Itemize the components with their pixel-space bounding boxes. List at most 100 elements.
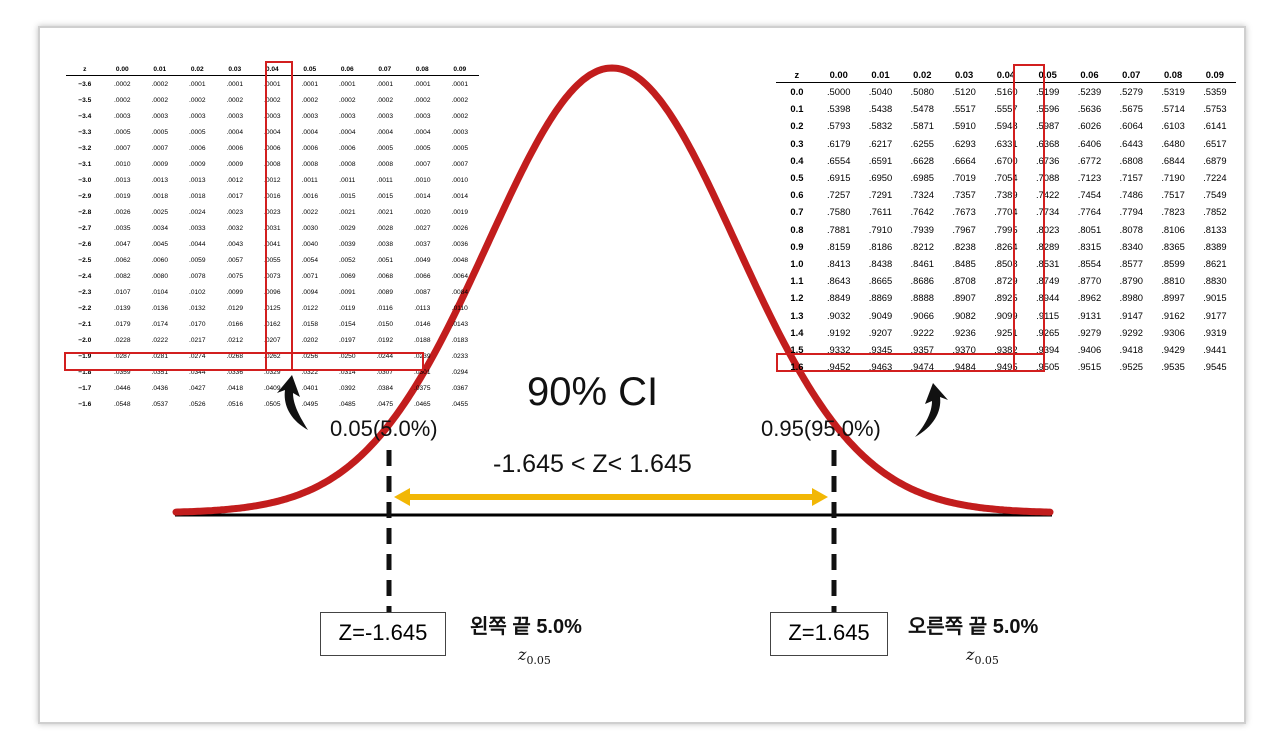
- z-value-cell: 0.6: [790, 189, 804, 201]
- probability-cell: .0008: [263, 160, 281, 168]
- probability-cell: .5636: [1077, 103, 1102, 115]
- probability-cell: .0007: [451, 160, 468, 168]
- table-row: −1.9 .0287 .0281 .0274 .0268 .0262 .0256 .0250.…: [66, 349, 479, 365]
- probability-cell: .8962: [1077, 292, 1102, 304]
- probability-cell: .9525: [1119, 361, 1143, 373]
- probability-cell: .5596: [1035, 103, 1060, 115]
- probability-cell: .6950: [868, 172, 893, 184]
- probability-cell: .0051: [376, 257, 393, 265]
- probability-cell: .0392: [338, 385, 356, 393]
- probability-cell: .5359: [1203, 86, 1227, 98]
- table-row: −1.6 .0548 .0537 .0526 .0516 .0505 .0495 .0485.…: [66, 397, 479, 413]
- probability-cell: .0233: [451, 353, 468, 361]
- table-row: 0.7 .7580 .7611 .7642 .7673 .7704 .7734 .7764 .7…: [776, 203, 1236, 220]
- probability-cell: .8461: [910, 257, 935, 269]
- probability-cell: .6141: [1203, 120, 1227, 132]
- z-value-cell: 0.4: [790, 154, 804, 166]
- probability-cell: .9099: [994, 309, 1018, 321]
- probability-cell: .0006: [226, 144, 243, 152]
- probability-cell: .0034: [151, 224, 168, 232]
- probability-cell: .5910: [952, 120, 976, 132]
- table-row: −2.8 .0026 .0025 .0024 .0023 .0023 .0022 .0021.…: [66, 204, 479, 220]
- probability-cell: .0139: [113, 305, 131, 313]
- probability-cell: .0197: [338, 337, 356, 345]
- probability-cell: .7324: [910, 189, 935, 201]
- probability-cell: .0217: [188, 337, 206, 345]
- probability-cell: .0150: [376, 321, 393, 329]
- probability-cell: .6255: [910, 137, 935, 149]
- probability-cell: .5871: [910, 120, 935, 132]
- probability-cell: .0062: [113, 257, 131, 265]
- probability-cell: .5199: [1035, 86, 1060, 98]
- probability-cell: .9357: [910, 343, 935, 355]
- probability-cell: .0002: [263, 96, 281, 104]
- bell-curve: [172, 64, 1054, 516]
- probability-cell: .5793: [826, 120, 851, 132]
- probability-cell: .8944: [1035, 292, 1060, 304]
- probability-cell: .5438: [868, 103, 893, 115]
- probability-cell: .8531: [1035, 257, 1060, 269]
- probability-cell: .5714: [1161, 103, 1185, 115]
- table-row: −3.3 .0005 .0005 .0005 .0004 .0004 .0004 .0004.…: [66, 124, 479, 140]
- probability-cell: .8686: [910, 275, 935, 287]
- probability-cell: .0004: [338, 128, 356, 136]
- probability-cell: .0002: [338, 96, 356, 104]
- probability-cell: .0005: [151, 128, 168, 136]
- probability-cell: .0015: [338, 192, 356, 200]
- probability-cell: .8438: [868, 257, 893, 269]
- probability-cell: .0021: [338, 208, 356, 216]
- probability-cell: .0003: [263, 112, 281, 120]
- probability-cell: .8577: [1119, 257, 1143, 269]
- right-tail-probability: 0.95(95.0%): [761, 416, 881, 441]
- probability-cell: .7939: [910, 223, 935, 235]
- probability-cell: .5080: [910, 86, 935, 98]
- probability-cell: .0192: [376, 337, 393, 345]
- probability-cell: .5120: [952, 86, 976, 98]
- column-header: 0.02: [901, 66, 944, 83]
- probability-cell: .0082: [113, 273, 131, 281]
- probability-cell: .0002: [451, 112, 468, 120]
- probability-cell: .0091: [338, 289, 356, 297]
- probability-cell: .9306: [1161, 326, 1185, 338]
- probability-cell: .6103: [1161, 120, 1185, 132]
- table-row: 0.4 .6554 .6591 .6628 .6664 .6700 .6736 .6772 .6…: [776, 152, 1236, 169]
- probability-cell: .0018: [151, 192, 168, 200]
- probability-cell: .8869: [868, 292, 893, 304]
- z-value-cell: 1.5: [790, 343, 804, 355]
- probability-cell: .0054: [301, 257, 318, 265]
- range-arrow-head-right: [812, 488, 828, 506]
- probability-cell: .0287: [113, 353, 131, 361]
- probability-cell: .9292: [1119, 326, 1143, 338]
- probability-cell: .9049: [868, 309, 893, 321]
- probability-cell: .6591: [868, 154, 893, 166]
- z-value-cell: 0.5: [790, 172, 804, 184]
- probability-cell: .0002: [113, 96, 131, 104]
- probability-cell: .0022: [301, 208, 318, 216]
- probability-cell: .5478: [910, 103, 935, 115]
- probability-cell: .5517: [952, 103, 976, 115]
- probability-cell: .0003: [413, 112, 431, 120]
- probability-cell: .0041: [263, 240, 281, 248]
- right-tail-caption: 오른쪽 끝 5.0%: [908, 616, 1039, 638]
- probability-cell: .5557: [994, 103, 1018, 115]
- probability-cell: .5279: [1119, 86, 1143, 98]
- probability-cell: .7019: [952, 172, 976, 184]
- probability-cell: .7357: [952, 189, 976, 201]
- probability-cell: .7157: [1119, 172, 1143, 184]
- probability-cell: .7794: [1119, 206, 1143, 218]
- probability-cell: .7823: [1161, 206, 1185, 218]
- probability-cell: .0004: [376, 128, 393, 136]
- probability-cell: .9495: [994, 361, 1018, 373]
- probability-cell: .6064: [1119, 120, 1143, 132]
- probability-cell: .0023: [263, 208, 281, 216]
- probability-cell: .0495: [301, 401, 318, 409]
- probability-cell: .0003: [451, 128, 468, 136]
- column-header: 0.07: [1110, 66, 1153, 83]
- probability-cell: .0069: [338, 273, 356, 281]
- probability-cell: .9177: [1203, 309, 1227, 321]
- probability-cell: .0359: [113, 369, 131, 377]
- z-value-cell: −2.0: [78, 337, 92, 345]
- column-header: 0.05: [291, 63, 329, 76]
- probability-cell: .0096: [263, 289, 281, 297]
- table-row: −1.8 .0359 .0351 .0344 .0336 .0329 .0322 .0314.…: [66, 365, 479, 381]
